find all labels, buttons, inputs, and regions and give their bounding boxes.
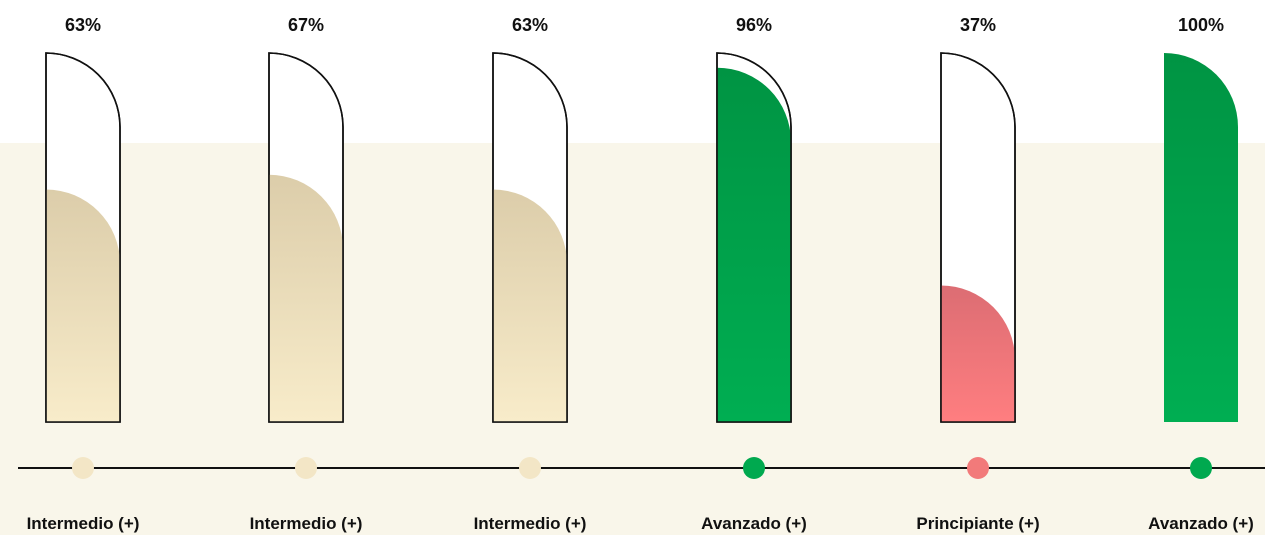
bar-fill [717, 67, 791, 422]
value-label: 63% [512, 15, 548, 35]
bar-fill [269, 174, 343, 422]
timeline-dot [72, 457, 94, 479]
bar-fill [941, 285, 1015, 422]
value-label: 63% [65, 15, 101, 35]
category-label: Avanzado (+) [701, 514, 807, 533]
value-label: 100% [1178, 15, 1224, 35]
bar-fill [46, 189, 120, 422]
timeline-dot [967, 457, 989, 479]
category-label: Avanzado (+) [1148, 514, 1254, 533]
bar-group: 100% Avanzado (+) [1148, 15, 1254, 533]
value-label: 37% [960, 15, 996, 35]
bar-fill [1164, 53, 1238, 422]
bar-outline [940, 52, 1016, 423]
value-label: 67% [288, 15, 324, 35]
bar-fill [493, 189, 567, 422]
bar-group: 37% Principiante (+) [916, 15, 1039, 533]
bar-outline [716, 52, 792, 423]
background-band [0, 143, 1265, 535]
category-label: Intermedio (+) [27, 514, 140, 533]
category-label: Intermedio (+) [250, 514, 363, 533]
bar-outline [492, 52, 568, 423]
timeline-dot [519, 457, 541, 479]
timeline-dot [295, 457, 317, 479]
timeline-dot [743, 457, 765, 479]
bar-group: 96% Avanzado (+) [701, 15, 807, 533]
category-label: Intermedio (+) [474, 514, 587, 533]
bar-group: 63% Intermedio (+) [474, 15, 587, 533]
value-label: 96% [736, 15, 772, 35]
bar-group: 67% Intermedio (+) [250, 15, 363, 533]
bar-group: 63% Intermedio (+) [27, 15, 140, 533]
bar-outline [268, 52, 344, 423]
bar-outline [45, 52, 121, 423]
category-label: Principiante (+) [916, 514, 1039, 533]
timeline-dot [1190, 457, 1212, 479]
